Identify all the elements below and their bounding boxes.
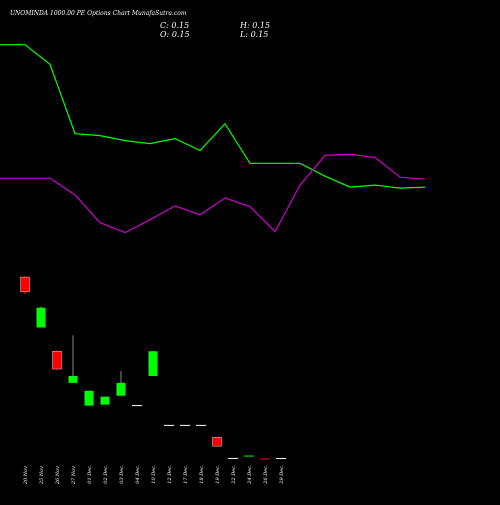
candle-body xyxy=(69,376,78,383)
candle-01-dec xyxy=(85,391,94,406)
open-label: O: xyxy=(160,30,169,39)
candle-body xyxy=(21,277,30,292)
candle-03-dec xyxy=(117,371,126,396)
low-label: L: xyxy=(240,30,248,39)
high-value: 0.15 xyxy=(252,21,270,30)
candle-20-nov xyxy=(21,276,30,294)
low-value: 0.15 xyxy=(251,30,269,39)
candle-10-dec xyxy=(149,351,158,376)
high-label: H: xyxy=(240,21,250,30)
x-tick-label: 12 Dec xyxy=(167,466,173,484)
x-tick-label: 19 Dec xyxy=(215,466,221,484)
x-tick-label: 02 Dec xyxy=(103,466,109,484)
candle-19-dec xyxy=(213,437,222,446)
x-tick-label: 20 Nov xyxy=(23,466,29,485)
x-tick-label: 17 Dec xyxy=(183,466,189,484)
x-tick-label: 18 Dec xyxy=(199,466,205,484)
candle-body xyxy=(85,391,94,406)
open-value: 0.15 xyxy=(172,30,190,39)
candle-27-nov xyxy=(69,335,78,382)
low-readout: L: 0.15 xyxy=(240,30,268,39)
x-tick-label: 04 Dec xyxy=(135,466,141,484)
x-tick-label: 25 Nov xyxy=(39,466,45,485)
x-tick-label: 26 Dec xyxy=(263,466,269,485)
high-readout: H: 0.15 xyxy=(240,21,270,30)
candle-body xyxy=(37,308,46,328)
x-tick-label: 03 Dec xyxy=(119,466,125,484)
candle-body xyxy=(101,397,110,405)
x-tick-label: 29 Dec xyxy=(279,466,285,485)
candle-body xyxy=(117,383,126,396)
candle-25-nov xyxy=(37,307,46,328)
overlay-line-2 xyxy=(0,154,425,232)
x-tick-label: 26 Nov xyxy=(55,466,61,485)
open-readout: O: 0.15 xyxy=(160,30,190,39)
candle-02-dec xyxy=(101,397,110,405)
x-tick-label: 10 Dec xyxy=(151,466,157,484)
close-value: 0.15 xyxy=(171,21,189,30)
x-tick-label: 01 Dec xyxy=(87,466,93,484)
close-label: C: xyxy=(160,21,169,30)
overlay-line-1 xyxy=(0,45,425,188)
candle-26-nov xyxy=(53,350,62,370)
close-readout: C: 0.15 xyxy=(160,21,189,30)
chart-title: UNOMINDA 1000.00 PE Options Chart Munafa… xyxy=(10,10,187,17)
candle-body xyxy=(53,351,62,369)
candle-body xyxy=(213,437,222,446)
x-tick-label: 27 Nov xyxy=(71,466,77,485)
x-tick-label: 22 Dec xyxy=(231,466,237,485)
x-tick-label: 24 Dec xyxy=(247,466,253,485)
candle-body xyxy=(149,351,158,376)
